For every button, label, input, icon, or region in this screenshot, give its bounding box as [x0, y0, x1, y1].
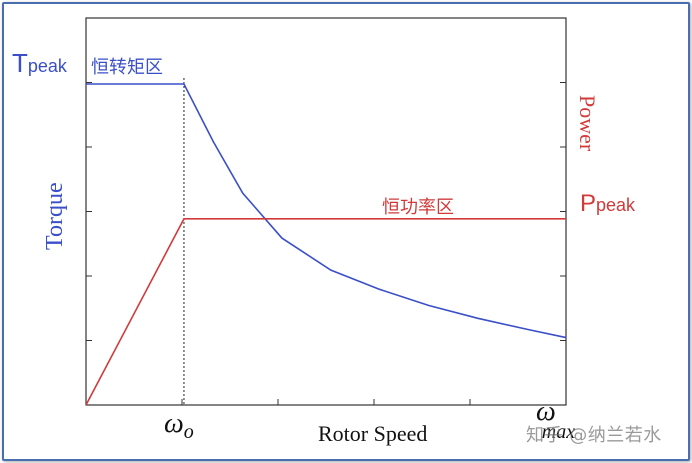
- left-axis-label: Torque: [42, 182, 68, 250]
- p-peak-label: Ppeak: [580, 190, 636, 217]
- constant-torque-region-label: 恒转矩区: [91, 57, 163, 78]
- x-tick-max-main: ω: [536, 396, 556, 427]
- t-peak-label: Tpeak: [12, 48, 68, 78]
- p-peak-main: P: [580, 190, 596, 217]
- power-curve: [85, 218, 566, 406]
- watermark: 知乎 @纳兰若水: [526, 425, 662, 446]
- t-peak-main: T: [12, 48, 28, 78]
- right-axis-label: Power: [575, 95, 600, 152]
- torque-curve: [86, 83, 567, 339]
- constant-power-region-label: 恒功率区: [382, 197, 454, 218]
- x-tick-base-main: ω: [164, 408, 184, 439]
- x-tick-max-sub: max: [542, 421, 575, 443]
- right-axis-ticks: [560, 82, 566, 341]
- p-peak-sub: peak: [596, 195, 636, 215]
- t-peak-sub: peak: [28, 56, 68, 76]
- x-axis-ticks: [181, 399, 471, 405]
- x-tick-label-base-speed: ωo: [164, 408, 194, 443]
- x-axis-label: Rotor Speed: [318, 421, 427, 446]
- x-tick-base-sub: o: [184, 421, 194, 443]
- left-axis-ticks: [86, 82, 92, 341]
- x-tick-label-max-speed: ω max: [536, 396, 575, 443]
